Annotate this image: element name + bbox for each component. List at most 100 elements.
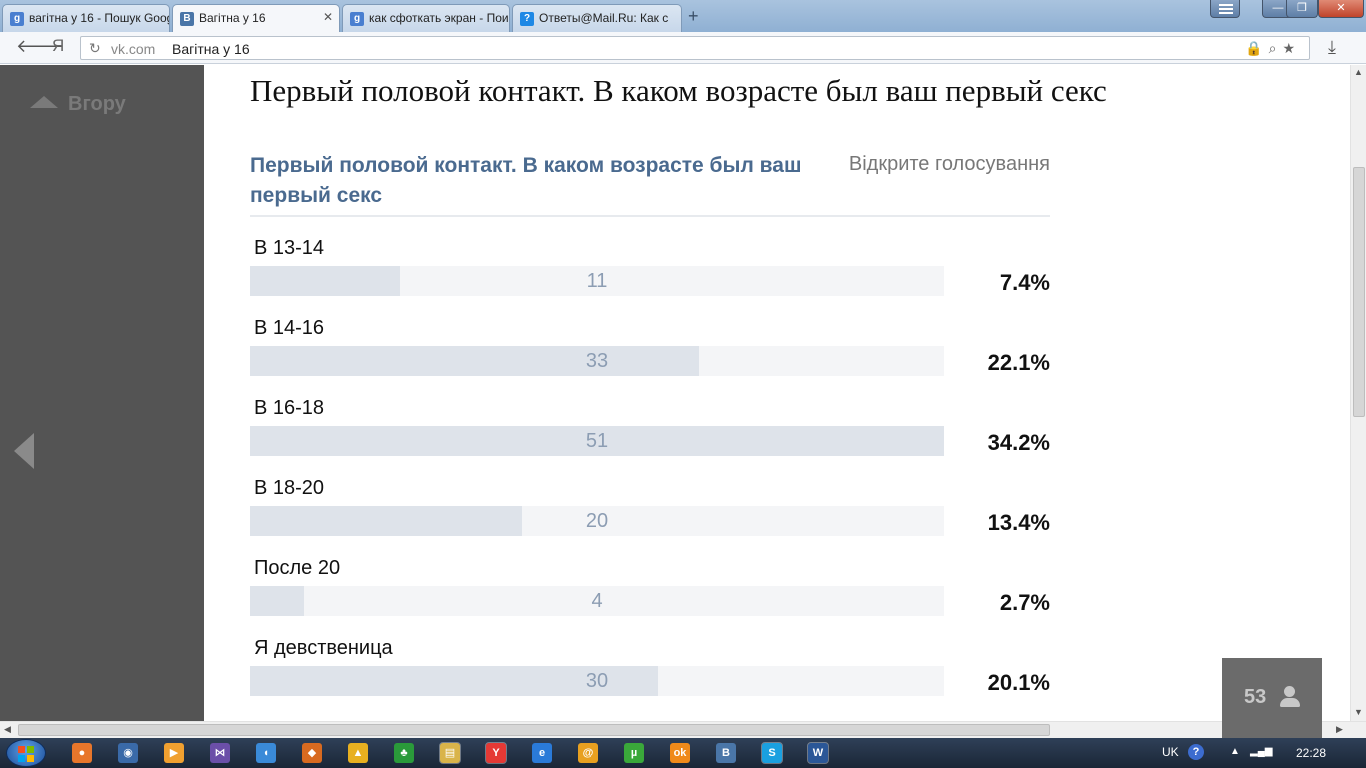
tab-label: Вагітна у 16	[199, 11, 266, 25]
poll-question: Первый половой контакт. В каком возрасте…	[250, 154, 802, 207]
tab-mailru-answers[interactable]: ? Ответы@Mail.Ru: Как с	[512, 4, 682, 32]
tab-search-screenshot[interactable]: g как сфоткать экран - Поиск	[342, 4, 510, 32]
option-bar: 4	[250, 586, 944, 616]
green-app-icon[interactable]: ♣	[394, 743, 414, 763]
start-button[interactable]	[6, 739, 46, 767]
tab-label: как сфоткать экран - Поиск	[369, 11, 510, 25]
poll-options: В 13-14 11 7.4% В 14-16 33 22.1% В 16-18…	[250, 237, 1050, 717]
system-tray: UK ? ▲ ▂▄▆ 22:28	[1146, 738, 1366, 768]
close-tab-icon[interactable]: ✕	[322, 10, 333, 24]
yandex-logo-icon[interactable]: Я	[52, 36, 65, 55]
odnoklassniki-icon[interactable]: ok	[670, 743, 690, 763]
horizontal-scrollbar[interactable]: ◀ ▶	[0, 721, 1366, 738]
poll-option[interactable]: В 18-20 20 13.4%	[250, 477, 1050, 557]
language-indicator[interactable]: UK	[1162, 745, 1179, 759]
address-domain: vk.com	[111, 41, 156, 57]
address-bar[interactable]: ↻ vk.com Вагітна у 16 🔒⌕★	[80, 36, 1310, 60]
option-bar-fill	[250, 586, 304, 616]
eye-app-icon[interactable]: ◉	[118, 743, 138, 763]
option-label: В 18-20	[254, 477, 325, 499]
option-percent: 22.1%	[987, 350, 1050, 375]
new-tab-icon[interactable]: +	[688, 6, 699, 26]
horizontal-scroll-thumb[interactable]	[18, 724, 1050, 736]
poll: Первый половой контакт. В каком возрасте…	[250, 151, 1050, 696]
option-label: В 13-14	[254, 237, 325, 259]
audio-app-icon[interactable]: ◖	[256, 743, 276, 763]
lock-icon: 🔒	[1245, 40, 1269, 56]
bookmark-star-icon[interactable]: ★	[1282, 40, 1301, 56]
scroll-right-arrow-icon[interactable]: ▶	[1336, 724, 1343, 734]
skype-icon[interactable]: S	[761, 742, 783, 764]
internet-explorer-icon[interactable]: e	[532, 743, 552, 763]
viewers-counter[interactable]: 53	[1222, 658, 1322, 738]
tab-label: вагітна у 16 - Пошук Google	[29, 11, 170, 25]
poll-option[interactable]: В 13-14 11 7.4%	[250, 237, 1050, 317]
warning-app-icon[interactable]: ▲	[348, 743, 368, 763]
mailru-answers-icon: ?	[520, 12, 534, 26]
game-app-icon[interactable]: ◆	[302, 743, 322, 763]
close-window-button[interactable]: ✕	[1318, 0, 1364, 18]
up-arrow-icon	[30, 96, 58, 108]
media-player-icon[interactable]: ▶	[164, 743, 184, 763]
tab-label: Ответы@Mail.Ru: Как с	[539, 11, 669, 25]
address-right-icons: 🔒⌕★	[1245, 40, 1301, 57]
address-page-title: Вагітна у 16	[172, 41, 250, 57]
yandex-browser-icon[interactable]: Y	[485, 742, 507, 764]
poll-type: Відкрите голосування	[848, 153, 1050, 175]
option-bar-fill	[250, 346, 699, 376]
scroll-up-label: Вгору	[68, 93, 126, 115]
option-bar: 20	[250, 506, 944, 536]
restore-button[interactable]: ❐	[1286, 0, 1318, 18]
previous-arrow-icon[interactable]	[14, 433, 34, 469]
option-bar-fill	[250, 506, 522, 536]
poll-header: Первый половой контакт. В каком возрасте…	[250, 151, 1050, 217]
option-label: В 14-16	[254, 317, 325, 339]
viewers-count: 53	[1244, 686, 1267, 708]
left-sidebar: Вгору	[0, 65, 204, 721]
option-percent: 2.7%	[999, 590, 1050, 615]
poll-option[interactable]: Я девственица 30 20.1%	[250, 637, 1050, 717]
word-icon[interactable]: W	[807, 742, 829, 764]
option-bar: 51	[250, 426, 944, 456]
firefox-icon[interactable]: ●	[72, 743, 92, 763]
scroll-up-arrow-icon[interactable]: ▲	[1354, 67, 1363, 77]
scroll-down-arrow-icon[interactable]: ▼	[1354, 707, 1363, 717]
vk-icon: B	[180, 12, 194, 26]
browser-menu-icon[interactable]	[1210, 0, 1240, 18]
option-vote-count: 4	[591, 590, 603, 612]
google-icon: g	[350, 12, 364, 26]
tab-search-google[interactable]: g вагітна у 16 - Пошук Google	[2, 4, 170, 32]
scroll-left-arrow-icon[interactable]: ◀	[4, 724, 11, 734]
clock[interactable]: 22:28	[1296, 746, 1327, 760]
option-bar-fill	[250, 266, 400, 296]
tab-vk-pregnant[interactable]: B Вагітна у 16 ✕	[172, 4, 340, 32]
help-icon[interactable]: ?	[1188, 744, 1204, 760]
reload-icon[interactable]: ↻	[89, 40, 101, 56]
scroll-up-button[interactable]: Вгору	[30, 93, 126, 116]
google-icon: g	[10, 12, 24, 26]
option-vote-count: 51	[585, 430, 609, 452]
network-signal-icon[interactable]: ▂▄▆	[1250, 746, 1273, 757]
file-explorer-icon[interactable]: ▤	[439, 742, 461, 764]
option-vote-count: 20	[585, 510, 609, 532]
poll-option[interactable]: В 14-16 33 22.1%	[250, 317, 1050, 397]
option-bar: 30	[250, 666, 944, 696]
zoom-icon[interactable]: ⌕	[1268, 40, 1283, 56]
poll-option[interactable]: В 16-18 51 34.2%	[250, 397, 1050, 477]
main-content: Первый половой контакт. В каком возрасте…	[204, 65, 1350, 721]
option-percent: 20.1%	[987, 670, 1050, 695]
mail-agent-icon[interactable]: @	[578, 743, 598, 763]
tray-expand-icon[interactable]: ▲	[1230, 746, 1240, 757]
browser-tab-strip: g вагітна у 16 - Пошук Google B Вагітна …	[0, 0, 1366, 32]
poll-option[interactable]: После 20 4 2.7%	[250, 557, 1050, 637]
download-icon[interactable]: ⤓	[1328, 37, 1336, 57]
back-arrow-icon[interactable]: 🡐	[16, 36, 65, 56]
vertical-scroll-thumb[interactable]	[1353, 167, 1365, 417]
visual-studio-icon[interactable]: ⋈	[210, 743, 230, 763]
vk-app-icon[interactable]: B	[716, 743, 736, 763]
vertical-scrollbar[interactable]: ▲ ▼	[1350, 65, 1366, 721]
option-vote-count: 11	[586, 270, 608, 292]
option-label: В 16-18	[254, 397, 325, 419]
utorrent-icon[interactable]: µ	[624, 743, 644, 763]
